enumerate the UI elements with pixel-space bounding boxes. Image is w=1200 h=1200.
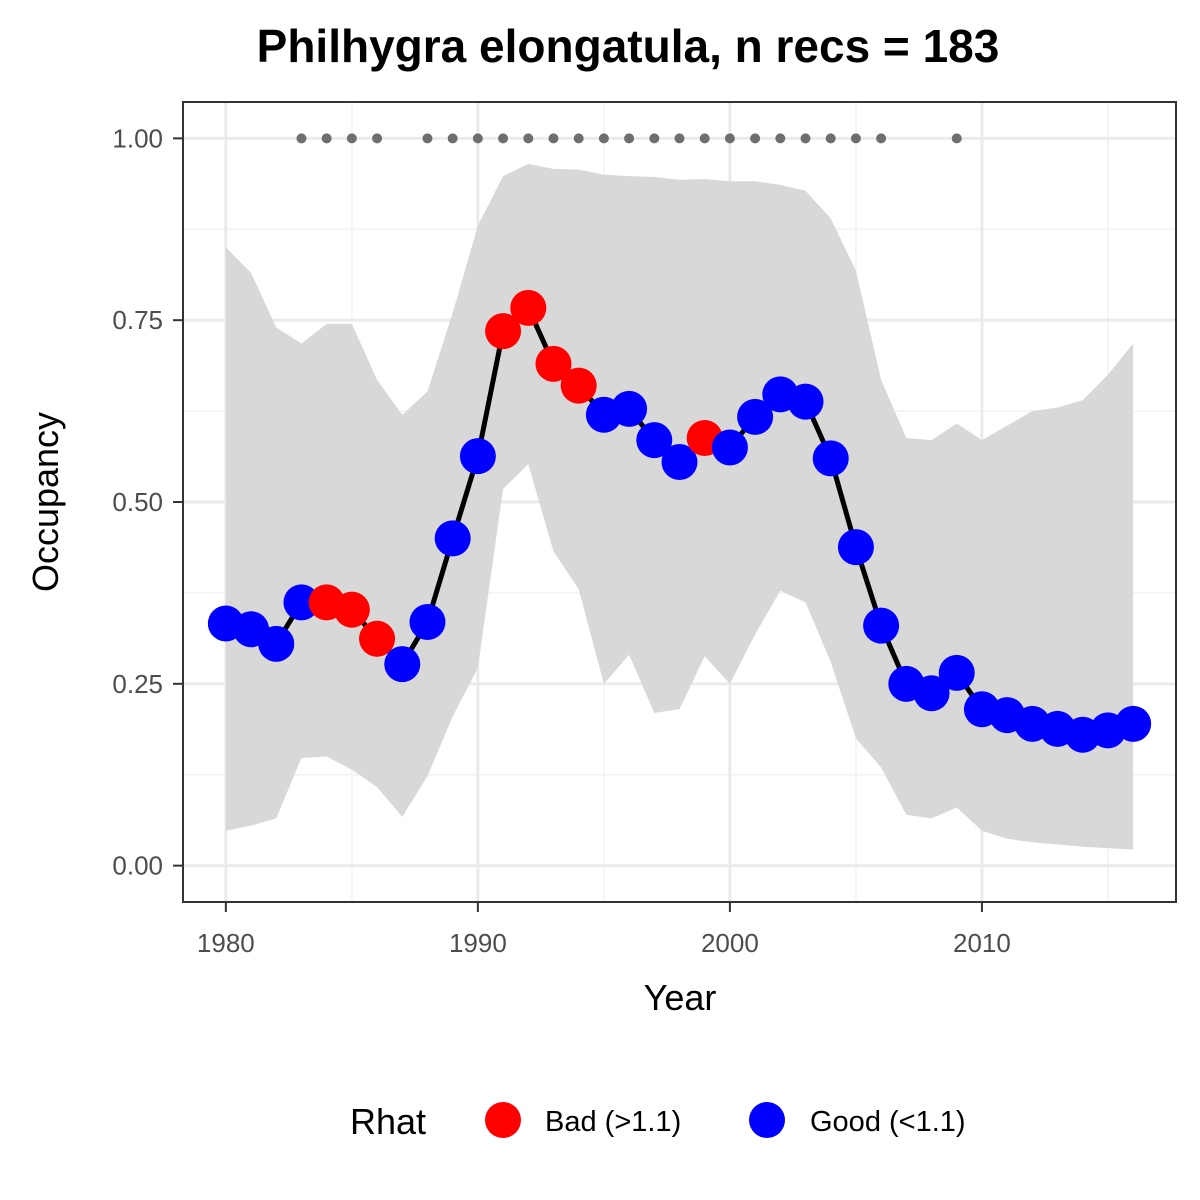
record-year-dot (321, 133, 332, 144)
record-year-dot (800, 133, 811, 144)
x-tick-label: 2010 (953, 928, 1011, 958)
record-year-dot (447, 133, 458, 144)
occupancy-point-2016 (1115, 705, 1152, 742)
legend-label-bad: Bad (>1.1) (545, 1106, 681, 1138)
legend-key-good (749, 1102, 785, 1138)
record-year-dot (750, 133, 761, 144)
occupancy-point-1989 (434, 520, 471, 557)
y-tick-label: 0.75 (112, 305, 163, 335)
occupancy-point-1992 (510, 289, 547, 326)
occupancy-point-1993 (535, 345, 572, 382)
occupancy-point-1982 (258, 625, 295, 662)
chart-title: Philhygra elongatula, n recs = 183 (257, 20, 1000, 72)
record-year-dot (598, 133, 609, 144)
record-year-dot (699, 133, 710, 144)
occupancy-point-2000 (711, 429, 748, 466)
y-tick-label: 0.25 (112, 669, 163, 699)
record-year-dot (422, 133, 433, 144)
record-year-dot (775, 133, 786, 144)
occupancy-point-2009 (938, 654, 975, 691)
record-year-dot (372, 133, 383, 144)
y-axis-title: Occupancy (25, 412, 66, 592)
record-year-dot (573, 133, 584, 144)
occupancy-point-1991 (485, 313, 522, 350)
occupancy-point-1998 (661, 444, 698, 480)
record-year-dot (498, 133, 509, 144)
occupancy-point-1985 (333, 591, 370, 628)
occupancy-point-1987 (384, 646, 421, 683)
record-year-dot (346, 133, 357, 144)
record-year-dot (624, 133, 635, 144)
occupancy-point-1997 (636, 422, 673, 459)
occupancy-point-2003 (787, 383, 824, 420)
y-tick-label: 1.00 (112, 123, 163, 153)
occupancy-point-2005 (837, 529, 874, 566)
record-year-dot (724, 133, 735, 144)
occupancy-point-1988 (409, 604, 446, 640)
occupancy-points-layer (207, 289, 1152, 753)
record-year-dot (472, 133, 483, 144)
axes-layer: 1980 1990 2000 2010 0.00 0.25 0.50 0.75 1.00 (112, 123, 1010, 958)
legend-key-bad (485, 1102, 521, 1138)
record-year-dot (850, 133, 861, 144)
record-year-dot (825, 133, 836, 144)
occupancy-point-2001 (737, 398, 774, 435)
record-year-dot (296, 133, 307, 144)
record-year-dot (548, 133, 559, 144)
occupancy-point-1983 (283, 584, 320, 621)
occupancy-point-1994 (560, 367, 597, 404)
record-year-dot (649, 133, 660, 144)
occupancy-point-1996 (611, 390, 648, 427)
legend: Rhat Bad (>1.1) Good (<1.1) (350, 1101, 966, 1142)
x-tick-label: 1980 (197, 928, 255, 958)
occupancy-point-2006 (863, 607, 900, 644)
y-tick-label: 0.50 (112, 487, 163, 517)
y-tick-label: 0.00 (112, 851, 163, 881)
record-year-dot (951, 133, 962, 144)
x-tick-label: 2000 (701, 928, 759, 958)
legend-label-good: Good (<1.1) (810, 1106, 966, 1138)
record-year-dot (876, 133, 887, 144)
x-tick-label: 1990 (449, 928, 507, 958)
occupancy-point-2004 (812, 440, 849, 477)
record-dots-layer (296, 133, 962, 144)
record-year-dot (523, 133, 534, 144)
occupancy-point-1986 (359, 620, 396, 657)
occupancy-point-1990 (459, 438, 496, 475)
legend-title: Rhat (350, 1101, 426, 1142)
x-axis-title: Year (644, 977, 717, 1018)
occupancy-point-2008 (913, 675, 950, 712)
record-year-dot (674, 133, 685, 144)
